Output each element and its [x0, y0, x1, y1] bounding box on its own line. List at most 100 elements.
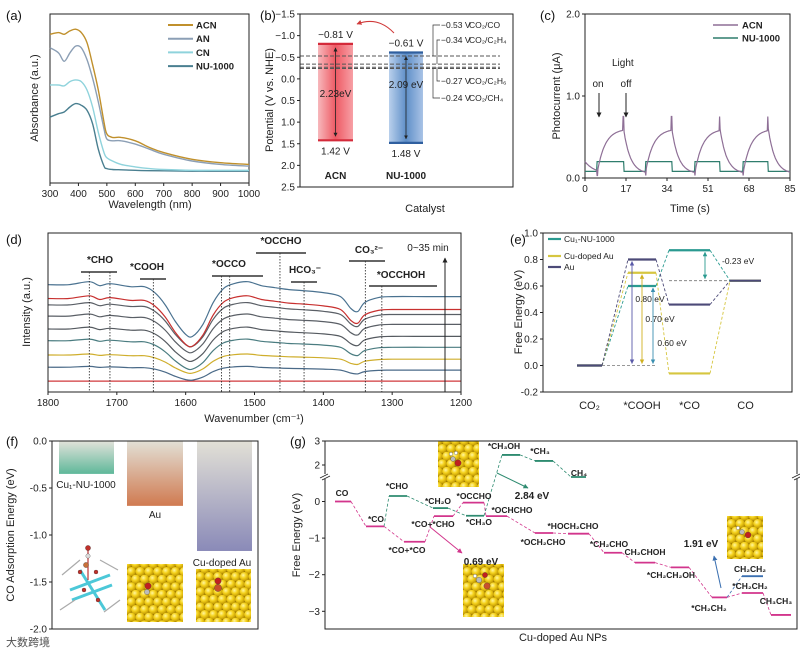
time-range-label: 0~35 min: [407, 243, 448, 254]
y-tick-label: 2.0: [281, 161, 295, 172]
redox-bracket: [436, 39, 440, 65]
energy-connector: [709, 280, 731, 305]
intermediate-label: CH₂CH₂: [734, 564, 766, 574]
series-line-acn: [584, 115, 791, 177]
intermediate-label: *CH₃O: [466, 517, 493, 527]
intermediate-label: *CH₂O: [425, 496, 451, 506]
series-line-nu-1000: [585, 161, 790, 172]
y-tick-label: 0.6: [524, 282, 538, 293]
y-tick-label: 0.0: [281, 74, 295, 85]
redox-couple-label: CO₂/C₂H₄: [469, 35, 507, 45]
energy-gap-label: 0.80 eV: [635, 294, 665, 304]
intermediate-label: *OCHCHO: [491, 505, 532, 515]
electron-transfer-arrow: [356, 20, 395, 34]
series-0: [577, 249, 761, 367]
legend-label: NU-1000: [196, 62, 234, 73]
gold-atoms: [463, 564, 504, 617]
light-on-annotation: on: [592, 79, 603, 90]
gold-atoms: [127, 564, 183, 622]
intermediate-label: *CO+*CO: [388, 545, 425, 555]
y-axis-label: Photocurrent (μA): [551, 52, 563, 139]
legend-label: Cu₁-NU-1000: [564, 234, 615, 244]
redox-potential-value: −0.53 V: [441, 20, 471, 30]
panel-label: (b): [260, 8, 276, 23]
x-tick-label: 1800: [37, 398, 60, 409]
energy-connector: [655, 250, 670, 287]
x-tick-label: 500: [99, 189, 116, 200]
spectrum-line: [47, 281, 461, 338]
redox-potential-value: −0.24 V: [441, 93, 471, 103]
x-tick-label: 17: [620, 184, 632, 195]
band-assignment: CO₃²⁻: [349, 245, 385, 392]
panel-e-free-energy-diagram: -0.2 0.0 0.2 0.4 0.6 0.8 1.0 0.80 eV 0.70 eV 0.60…: [513, 229, 793, 412]
pathway-connector: [483, 454, 503, 516]
spectrum-line: [47, 301, 461, 348]
energy-gap-label: 0.60 eV: [657, 338, 687, 348]
energy-gap-label: 0.70 eV: [645, 314, 675, 324]
pathway-connector: [552, 460, 572, 478]
axis-break-icon: [791, 473, 800, 481]
band-assignment: *COOH: [130, 262, 166, 392]
band-assignment: HCO₃⁻: [289, 265, 321, 392]
y-tick-label: 0.2: [524, 335, 538, 346]
x-tick-label: 900: [212, 189, 229, 200]
y-tick-label: −1.5: [275, 10, 295, 21]
band-label: *COOH: [130, 262, 164, 273]
y-axis-label: Absorbance (a.u.): [29, 54, 41, 141]
light-off-annotation: off: [621, 79, 632, 90]
intermediate-label: *CH₂CH₂OH: [647, 570, 695, 580]
barrier-arrow: [429, 526, 463, 554]
category-label: ACN: [325, 171, 347, 182]
x-tick-label: 400: [70, 189, 87, 200]
pathway-connector: [383, 526, 405, 543]
x-tick-label: 68: [743, 184, 755, 195]
axis-break: [321, 474, 329, 479]
intermediate-label: CH₄: [571, 468, 587, 478]
gold-atoms: [727, 516, 763, 559]
spectrum-line: [47, 353, 461, 374]
y-tick-label: 1.0: [566, 92, 580, 103]
barrier-label: 2.84 eV: [515, 491, 550, 502]
intermediate-label: CO: [336, 488, 349, 498]
pathway-connector: [350, 501, 367, 527]
valence-band-label: 1.48 V: [392, 149, 421, 160]
energy-connector: [601, 285, 629, 366]
category-label: CO₂: [579, 400, 600, 412]
energy-connector: [655, 259, 670, 305]
panel-label: (d): [6, 232, 22, 247]
x-tick-label: 300: [42, 189, 59, 200]
energy-connector: [601, 259, 629, 366]
y-tick-label: 1.0: [281, 118, 295, 129]
x-axis-label: Time (s): [670, 203, 710, 215]
pathway-connector: [383, 495, 390, 527]
band-assignment: *CHO: [81, 255, 117, 392]
legend-label: CN: [196, 48, 210, 59]
pathway-connector: [552, 532, 569, 535]
x-tick-label: 1500: [243, 398, 266, 409]
band-assignment: *OCCHOH: [369, 270, 437, 392]
plot-frame: [324, 440, 798, 630]
x-tick-label: 700: [155, 189, 172, 200]
pathway-connector: [424, 516, 435, 542]
adsorbate-molecule: [449, 451, 462, 467]
y-tick-label: −1.0: [275, 31, 295, 42]
x-tick-label: 600: [127, 189, 144, 200]
y-tick-label: 1.5: [281, 139, 295, 150]
band-label: *OCCHOH: [377, 270, 425, 281]
y-tick-label: -0.2: [521, 388, 539, 399]
x-tick-label: 1400: [312, 398, 335, 409]
energy-gap-label: -0.23 eV: [722, 256, 754, 266]
band-label: CO₃²⁻: [355, 245, 383, 256]
x-tick-label: 800: [184, 189, 201, 200]
y-tick-label: 0.0: [524, 361, 538, 372]
y-axis-label: Potential (V vs. NHE): [264, 48, 276, 152]
band-gap-label: 2.23eV: [320, 89, 352, 100]
axis-break: [793, 474, 800, 479]
series-line-cn: [49, 79, 249, 172]
series-2: [577, 258, 761, 367]
intermediate-label: *CO+*CHO: [411, 519, 455, 529]
y-tick-label: −1: [309, 534, 321, 545]
energy-connector: [709, 249, 731, 281]
redox-couple-label: CO₂/C₂H₆: [469, 76, 506, 86]
